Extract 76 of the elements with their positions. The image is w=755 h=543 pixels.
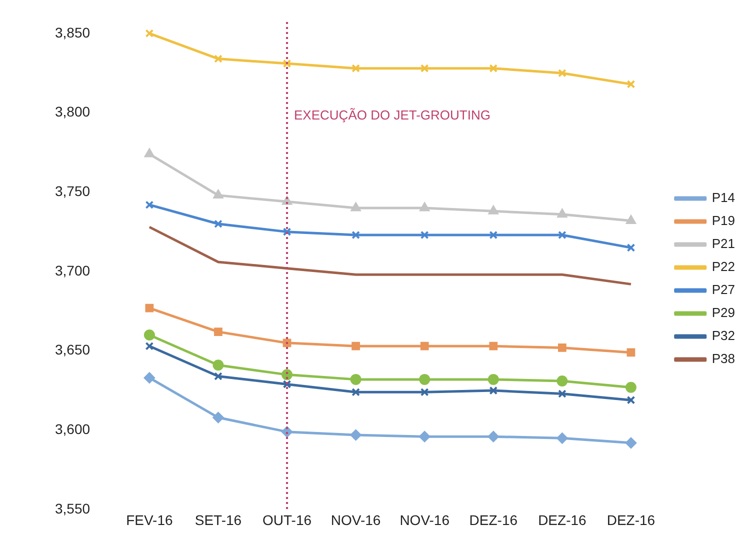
point — [488, 431, 499, 442]
point — [625, 437, 636, 448]
point — [626, 348, 636, 357]
point — [419, 431, 430, 442]
point — [282, 59, 292, 68]
point — [214, 220, 222, 228]
point — [488, 374, 499, 385]
point — [352, 230, 360, 240]
legend-label: P19 — [712, 213, 736, 228]
y-tick-label: 3,650 — [54, 342, 90, 358]
point — [145, 200, 154, 210]
legend-label: P29 — [712, 305, 736, 320]
point — [626, 215, 636, 224]
point — [350, 429, 362, 440]
point — [212, 360, 224, 371]
x-tick-label: NOV-16 — [330, 512, 381, 528]
point — [282, 380, 292, 388]
y-tick-label: 3,700 — [54, 262, 90, 278]
x-tick-label: DEZ-16 — [469, 512, 518, 528]
point — [144, 329, 155, 340]
point — [420, 64, 429, 73]
point — [489, 386, 498, 395]
point — [350, 374, 362, 385]
x-tick-label: SET-16 — [194, 512, 242, 528]
point — [352, 388, 360, 396]
legend-label: P21 — [712, 236, 736, 252]
point — [419, 374, 430, 385]
point — [420, 202, 430, 212]
point — [214, 328, 222, 336]
point — [420, 230, 429, 240]
y-tick-label: 3,750 — [54, 182, 90, 199]
y-tick-label: 3,850 — [54, 24, 90, 40]
legend-label: P38 — [712, 351, 736, 366]
y-tick-label: 3,600 — [54, 421, 90, 438]
point — [214, 54, 222, 63]
point — [558, 68, 566, 78]
point — [144, 372, 155, 384]
y-tick-label: 3,800 — [54, 104, 90, 120]
point — [557, 208, 568, 218]
legend-label: P27 — [712, 282, 736, 298]
point — [558, 344, 566, 352]
ref-line-label: EXECUÇÃO DO JET-GROUTING — [294, 108, 490, 123]
point — [145, 342, 154, 350]
point — [282, 228, 292, 236]
x-tick-label: OUT-16 — [262, 512, 312, 528]
point — [352, 342, 360, 350]
legend-label: P14 — [712, 190, 736, 206]
point — [556, 432, 568, 444]
point — [489, 342, 498, 350]
x-tick-label: NOV-16 — [400, 512, 450, 528]
point — [488, 206, 498, 214]
point — [626, 396, 636, 404]
point — [558, 230, 566, 240]
point — [145, 304, 154, 312]
x-tick-label: DEZ-16 — [538, 512, 587, 528]
legend-label: P22 — [712, 259, 736, 274]
point — [420, 342, 429, 350]
x-tick-label: DEZ-16 — [606, 512, 656, 528]
point — [145, 29, 154, 38]
y-tick-label: 3,550 — [54, 500, 90, 516]
point — [558, 390, 566, 398]
point — [212, 412, 224, 424]
point — [213, 190, 224, 199]
point — [489, 230, 498, 240]
legend-label: P32 — [712, 328, 736, 344]
point — [626, 80, 636, 88]
point — [420, 388, 429, 396]
point — [626, 244, 636, 252]
point — [144, 148, 154, 158]
point — [214, 372, 222, 380]
point — [352, 64, 360, 73]
point — [556, 376, 568, 387]
x-tick-label: FEV-16 — [126, 512, 173, 528]
point — [489, 64, 498, 73]
point — [625, 382, 636, 393]
point — [350, 202, 361, 212]
